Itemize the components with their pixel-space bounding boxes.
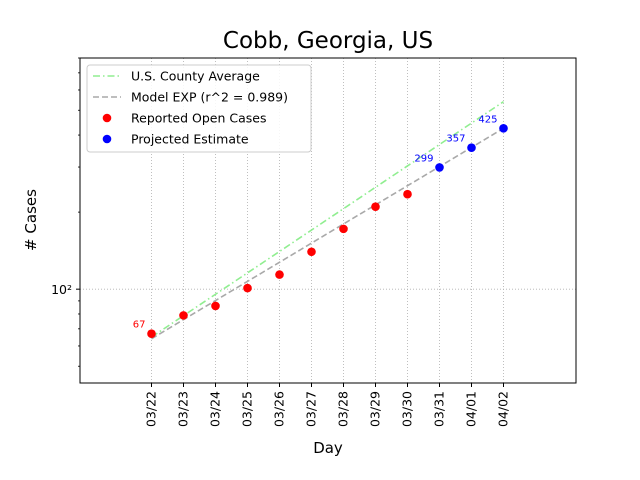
legend-label: Projected Estimate — [131, 132, 249, 147]
data-point — [275, 270, 284, 279]
data-point — [147, 329, 156, 338]
data-label: 357 — [446, 134, 465, 145]
legend-label: Reported Open Cases — [131, 111, 267, 126]
data-label: 299 — [414, 153, 433, 164]
x-tick-label: 04/02 — [496, 391, 511, 427]
x-tick-label: 03/30 — [400, 391, 415, 427]
data-point — [211, 301, 220, 311]
x-tick-label: 03/23 — [176, 391, 191, 427]
x-tick-label: 04/01 — [464, 391, 479, 427]
data-point — [403, 189, 412, 199]
data-label: 425 — [478, 114, 497, 125]
data-point — [179, 311, 188, 320]
x-tick-label: 03/29 — [368, 391, 383, 427]
data-point — [243, 283, 252, 293]
legend-label: U.S. County Average — [131, 69, 260, 84]
legend-swatch-marker — [102, 113, 112, 123]
x-tick-label: 03/26 — [272, 391, 287, 427]
legend-box — [86, 64, 312, 153]
legend: U.S. County Average Model EXP (r^2 = 0.98… — [86, 64, 312, 153]
y-axis-label: # Cases — [22, 189, 40, 251]
x-tick-label: 03/22 — [144, 391, 159, 427]
plot-frame — [79, 57, 577, 384]
legend-swatch-marker — [102, 134, 112, 144]
series-line — [151, 127, 504, 340]
x-tick-label: 03/31 — [432, 391, 447, 427]
data-point — [339, 224, 348, 234]
chart-title: Cobb, Georgia, US — [223, 28, 433, 54]
y-tick-label: 10² — [51, 282, 72, 297]
data-point — [435, 163, 444, 172]
data-point — [307, 247, 316, 257]
x-tick-label: 03/24 — [208, 391, 223, 427]
data-point — [467, 143, 476, 153]
data-point — [499, 124, 508, 133]
x-tick-label: 03/27 — [304, 391, 319, 427]
x-tick-label: 03/28 — [336, 391, 351, 427]
x-tick-label: 03/25 — [240, 391, 255, 427]
x-axis-label: Day — [313, 439, 343, 457]
series-line — [151, 101, 504, 338]
data-point — [371, 202, 380, 211]
plot-area: 03/22 03/23 03/24 03/25 03/26 03/27 03/28 03/29… — [51, 57, 576, 427]
data-label: 67 — [133, 320, 146, 331]
legend-label: Model EXP (r^2 = 0.989) — [131, 90, 288, 105]
